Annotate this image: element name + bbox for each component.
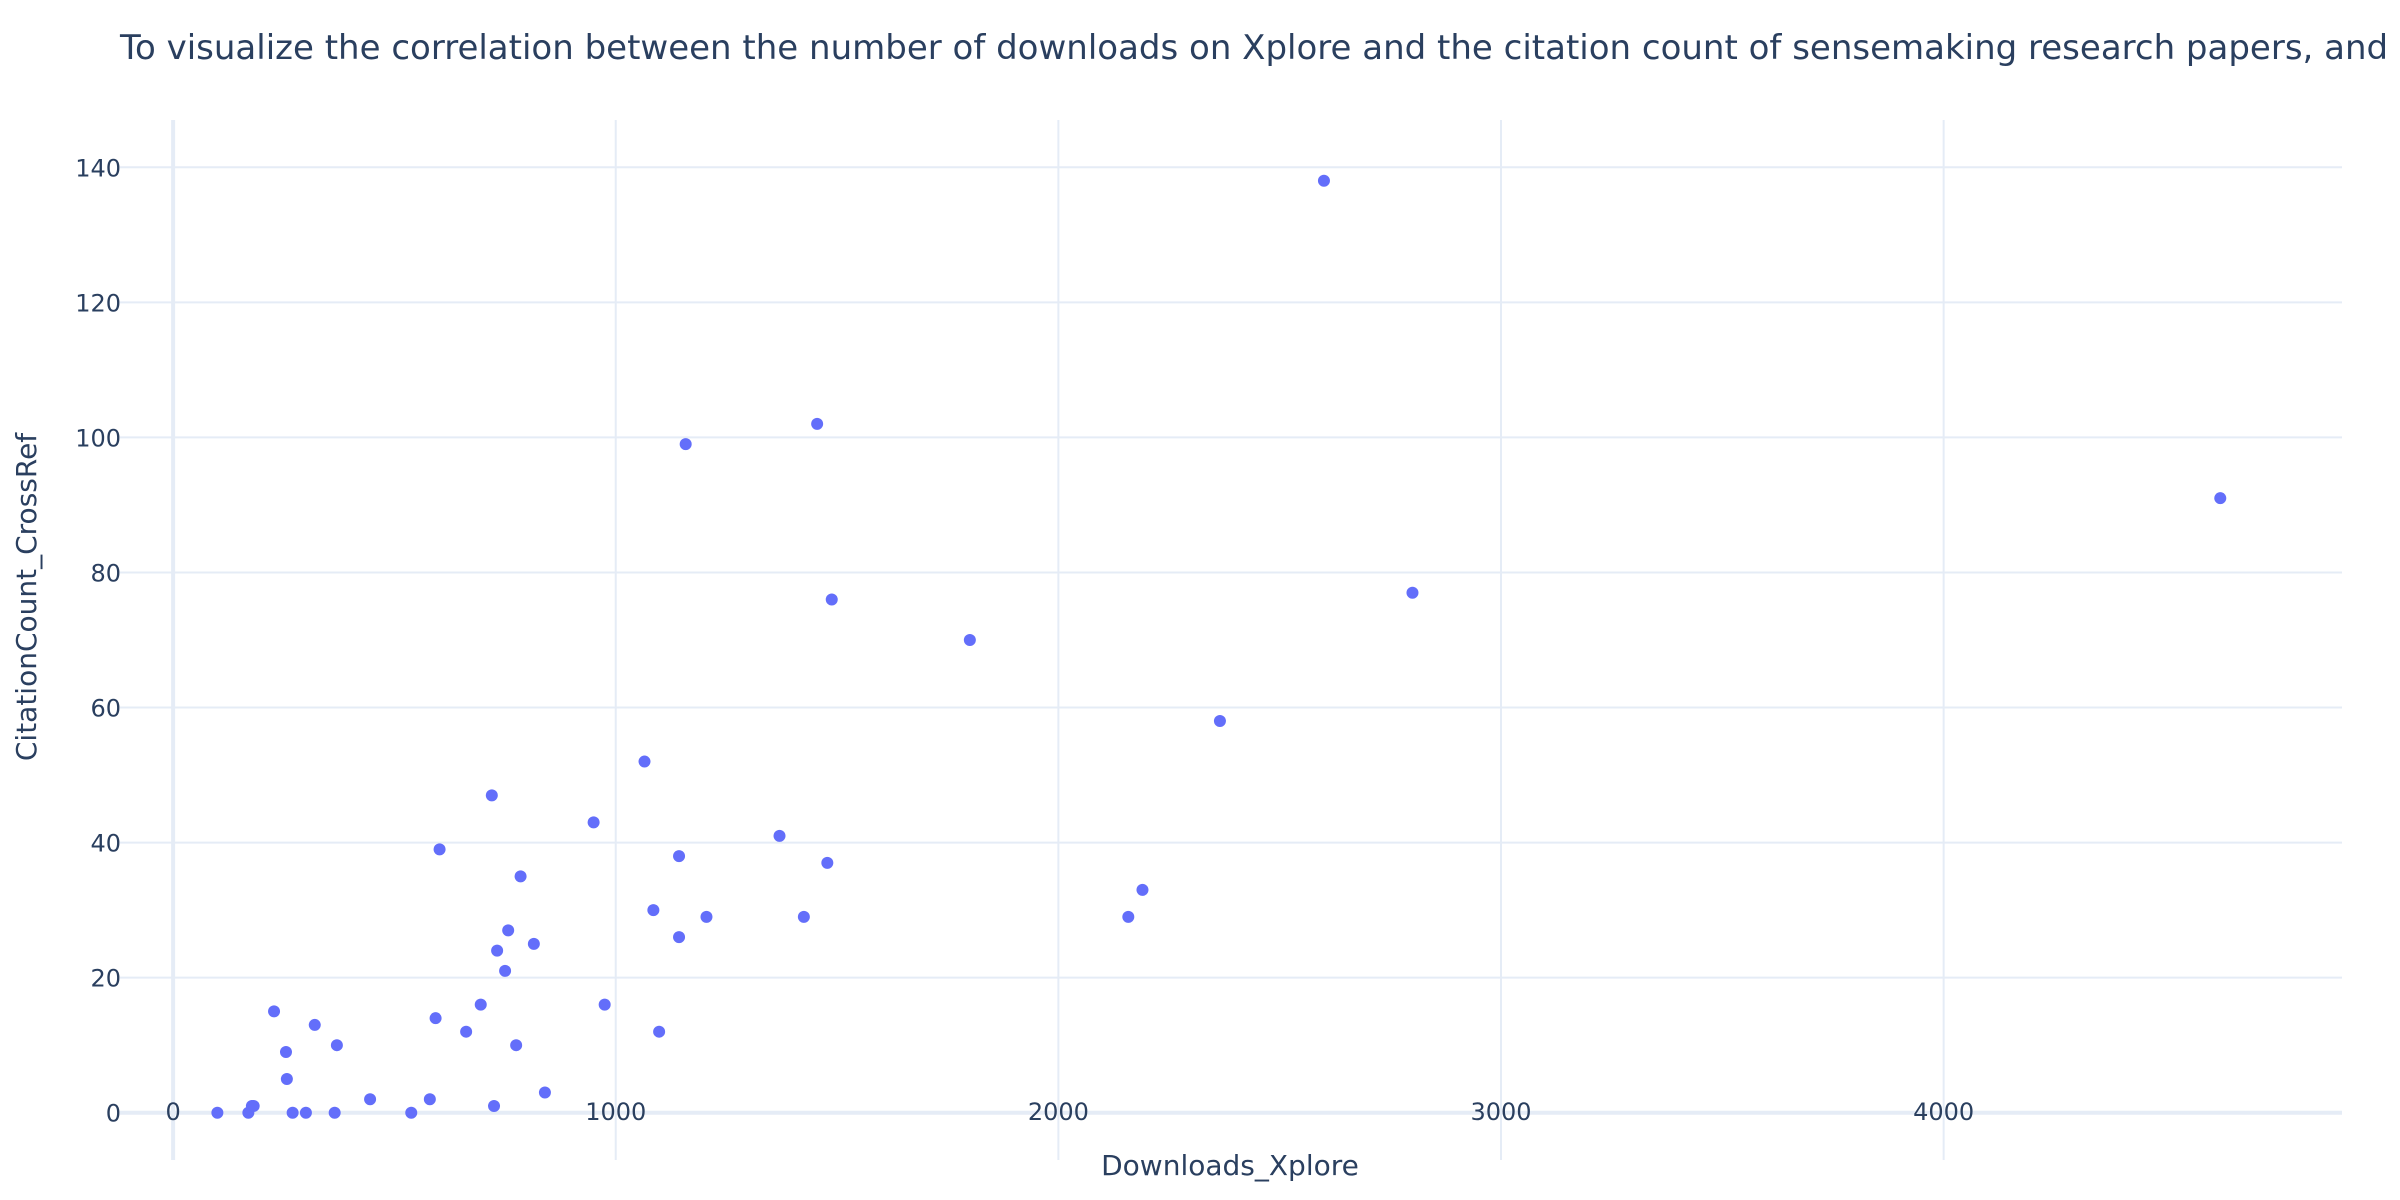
data-point bbox=[485, 789, 498, 802]
data-point bbox=[286, 1106, 299, 1119]
data-point bbox=[502, 924, 515, 937]
data-point bbox=[587, 816, 600, 829]
data-point bbox=[797, 910, 810, 923]
y-tick-label: 120 bbox=[75, 289, 121, 317]
x-tick-label: 2000 bbox=[1028, 1098, 1089, 1126]
y-tick-label: 60 bbox=[90, 695, 121, 723]
data-point bbox=[1317, 174, 1330, 187]
data-point bbox=[653, 1025, 666, 1038]
data-point bbox=[280, 1072, 293, 1085]
data-point bbox=[514, 870, 527, 883]
data-point bbox=[825, 593, 838, 606]
y-tick-label: 40 bbox=[90, 830, 121, 858]
data-point bbox=[811, 417, 824, 430]
data-point bbox=[638, 755, 651, 768]
data-point bbox=[364, 1093, 377, 1106]
data-point bbox=[247, 1099, 260, 1112]
data-point bbox=[299, 1106, 312, 1119]
data-point bbox=[527, 937, 540, 950]
data-point bbox=[673, 850, 686, 863]
data-point bbox=[499, 964, 512, 977]
y-tick-label: 0 bbox=[106, 1100, 121, 1128]
data-point bbox=[405, 1106, 418, 1119]
data-point bbox=[673, 931, 686, 944]
y-tick-label: 100 bbox=[75, 424, 121, 452]
data-point bbox=[963, 634, 976, 646]
data-point bbox=[700, 910, 713, 923]
grid-lines bbox=[120, 120, 2342, 1160]
x-tick-label: 1000 bbox=[585, 1098, 646, 1126]
data-point bbox=[279, 1045, 292, 1058]
x-tick-labels: 0 1000 2000 3000 4000 bbox=[165, 1098, 1974, 1126]
data-point bbox=[1136, 883, 1149, 896]
data-point bbox=[510, 1039, 523, 1052]
y-tick-labels: 0 20 40 60 80 100 120 140 bbox=[75, 154, 121, 1127]
data-point bbox=[598, 998, 611, 1011]
data-point bbox=[328, 1106, 341, 1119]
data-point bbox=[330, 1039, 343, 1052]
y-tick-label: 140 bbox=[75, 154, 121, 182]
data-point bbox=[1406, 586, 1419, 599]
x-tick-label: 0 bbox=[165, 1098, 180, 1126]
chart-title: To visualize the correlation between the… bbox=[119, 28, 2388, 68]
data-point bbox=[423, 1093, 436, 1106]
data-point bbox=[433, 843, 446, 856]
data-point bbox=[538, 1086, 551, 1099]
data-point bbox=[2214, 492, 2227, 505]
data-point bbox=[679, 438, 692, 451]
data-point bbox=[429, 1012, 442, 1025]
y-tick-label: 20 bbox=[90, 965, 121, 993]
y-tick-label: 80 bbox=[90, 559, 121, 587]
data-point bbox=[488, 1099, 501, 1112]
data-point bbox=[647, 904, 660, 917]
data-point bbox=[821, 856, 834, 869]
data-point bbox=[1213, 715, 1226, 728]
data-point bbox=[1122, 910, 1135, 923]
data-point bbox=[491, 944, 504, 957]
data-points bbox=[211, 174, 2227, 1119]
x-tick-label: 3000 bbox=[1470, 1098, 1531, 1126]
x-axis-title: Downloads_Xplore bbox=[1101, 1149, 1359, 1182]
y-axis-title: CitationCount_CrossRef bbox=[10, 432, 43, 761]
data-point bbox=[773, 829, 786, 842]
data-point bbox=[268, 1005, 281, 1018]
data-point bbox=[460, 1025, 473, 1038]
data-point bbox=[211, 1106, 224, 1119]
x-tick-label: 4000 bbox=[1913, 1098, 1974, 1126]
data-point bbox=[474, 998, 487, 1011]
data-point bbox=[308, 1018, 321, 1031]
